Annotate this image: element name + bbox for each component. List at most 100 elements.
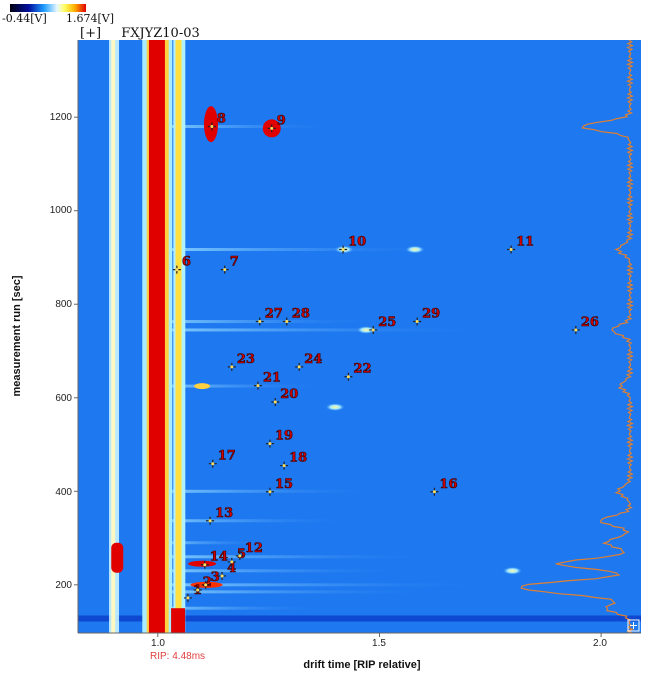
horizontal-streak [157,519,355,523]
peak-marker: 4 [218,561,236,580]
colorbar [10,4,86,12]
crosshair-center [574,328,578,332]
horizontal-streak [157,590,440,594]
peak-spot [356,325,377,334]
peak-label: 12 [245,541,263,556]
peak-label: 17 [218,449,236,464]
peak-label: 29 [422,307,440,322]
peak-marker: 24 [295,352,323,371]
peak-marker: 10 [339,234,366,254]
horizontal-streak [157,606,327,610]
crosshair-center [415,320,419,324]
peak-spot [404,245,425,254]
peak-label: 19 [275,429,293,444]
peak-label: 21 [263,371,281,386]
horizontal-streak [166,125,336,129]
peak-label: 14 [210,550,228,565]
crosshair-center [220,574,224,578]
horizontal-streak [166,248,449,252]
peak-marker: 14 [200,549,228,569]
rip-annotation: RIP: 4.48ms [150,651,205,662]
peak-label: 10 [348,235,366,250]
x-tick-label: 2.0 [593,638,607,649]
crosshair-center [238,554,242,558]
horizontal-streak [157,541,271,545]
crosshair-center [268,442,272,446]
x-tick-label: 1.5 [372,638,386,649]
y-tick-label: 1000 [50,205,73,216]
peak-marker: 7 [220,254,239,274]
peak-label: 4 [227,561,236,576]
peak-label: 15 [275,477,293,492]
crosshair-center [285,320,289,324]
peak-marker: 2 [193,575,212,594]
crosshair-center [270,126,274,130]
peak-marker: 12 [235,541,263,560]
peak-label: 13 [215,506,233,521]
peak-marker: 28 [282,306,310,326]
peak-marker: 5 [227,547,246,566]
x-axis-label: drift time [RIP relative] [303,659,420,671]
peak-label: 28 [292,307,310,322]
crosshair-center [196,588,200,592]
peak-label: 8 [217,112,226,127]
peak-label: 9 [277,113,286,128]
y-axis-label: measurement run [sec] [11,275,23,396]
y-tick-label: 400 [55,487,72,498]
y-tick-label: 200 [55,580,72,591]
peak-marker: 19 [265,428,293,448]
crosshair-center [273,400,277,404]
expand-button[interactable]: [+] [80,26,102,41]
y-tick-label: 800 [55,299,72,310]
peak-marker: 26 [571,315,599,334]
crosshair-center [297,365,301,369]
peak-blob [203,106,218,143]
crosshair-center [203,563,207,567]
rip-band [148,40,165,633]
colorbar-max-label: 1.674[V] [66,12,115,25]
peak-spot [325,403,346,412]
horizontal-streak [157,555,440,559]
peak-blob [111,542,124,573]
peak-label: 2 [203,575,212,590]
zoom-button[interactable] [627,619,640,632]
horizontal-streak [157,320,383,324]
peak-marker: 9 [267,113,286,133]
peak-label: 3 [211,570,220,585]
crosshair-center [186,596,190,600]
crosshair-center [175,268,179,272]
crosshair-center [268,490,272,494]
crosshair-center [208,519,212,523]
crosshair-center [256,384,260,388]
horizontal-streak [157,328,496,332]
peak-marker: 29 [413,306,441,326]
peak-label: 23 [237,352,255,367]
crosshair-center [346,375,350,379]
dark-band [78,615,641,622]
horizontal-streak [157,569,412,573]
peak-marker: 20 [271,387,299,406]
peak-label: 24 [304,352,322,367]
crosshair-center [341,248,345,252]
crosshair-center [223,268,227,272]
peak-label: 27 [265,307,283,322]
chart-title: [+] FXJYZ10-03 [80,26,200,41]
peak-label: 18 [289,451,307,466]
peak-marker: 16 [430,476,458,496]
peak-marker: 13 [206,505,233,525]
crosshair-center [258,320,262,324]
crosshair-center [432,490,436,494]
peak-marker: 15 [265,476,293,496]
peak-marker: 23 [227,352,255,371]
y-tick-label: 600 [55,393,72,404]
crosshair-center [204,583,208,587]
peak-label: 26 [581,315,599,330]
peak-label: 6 [182,255,191,270]
peak-blob [194,383,211,390]
crosshair-center [282,464,286,468]
peak-marker: 8 [207,111,226,131]
vertical-band [111,40,116,633]
peak-marker: 18 [280,450,308,470]
peak-marker: 27 [255,306,283,326]
crosshair-center [230,365,234,369]
